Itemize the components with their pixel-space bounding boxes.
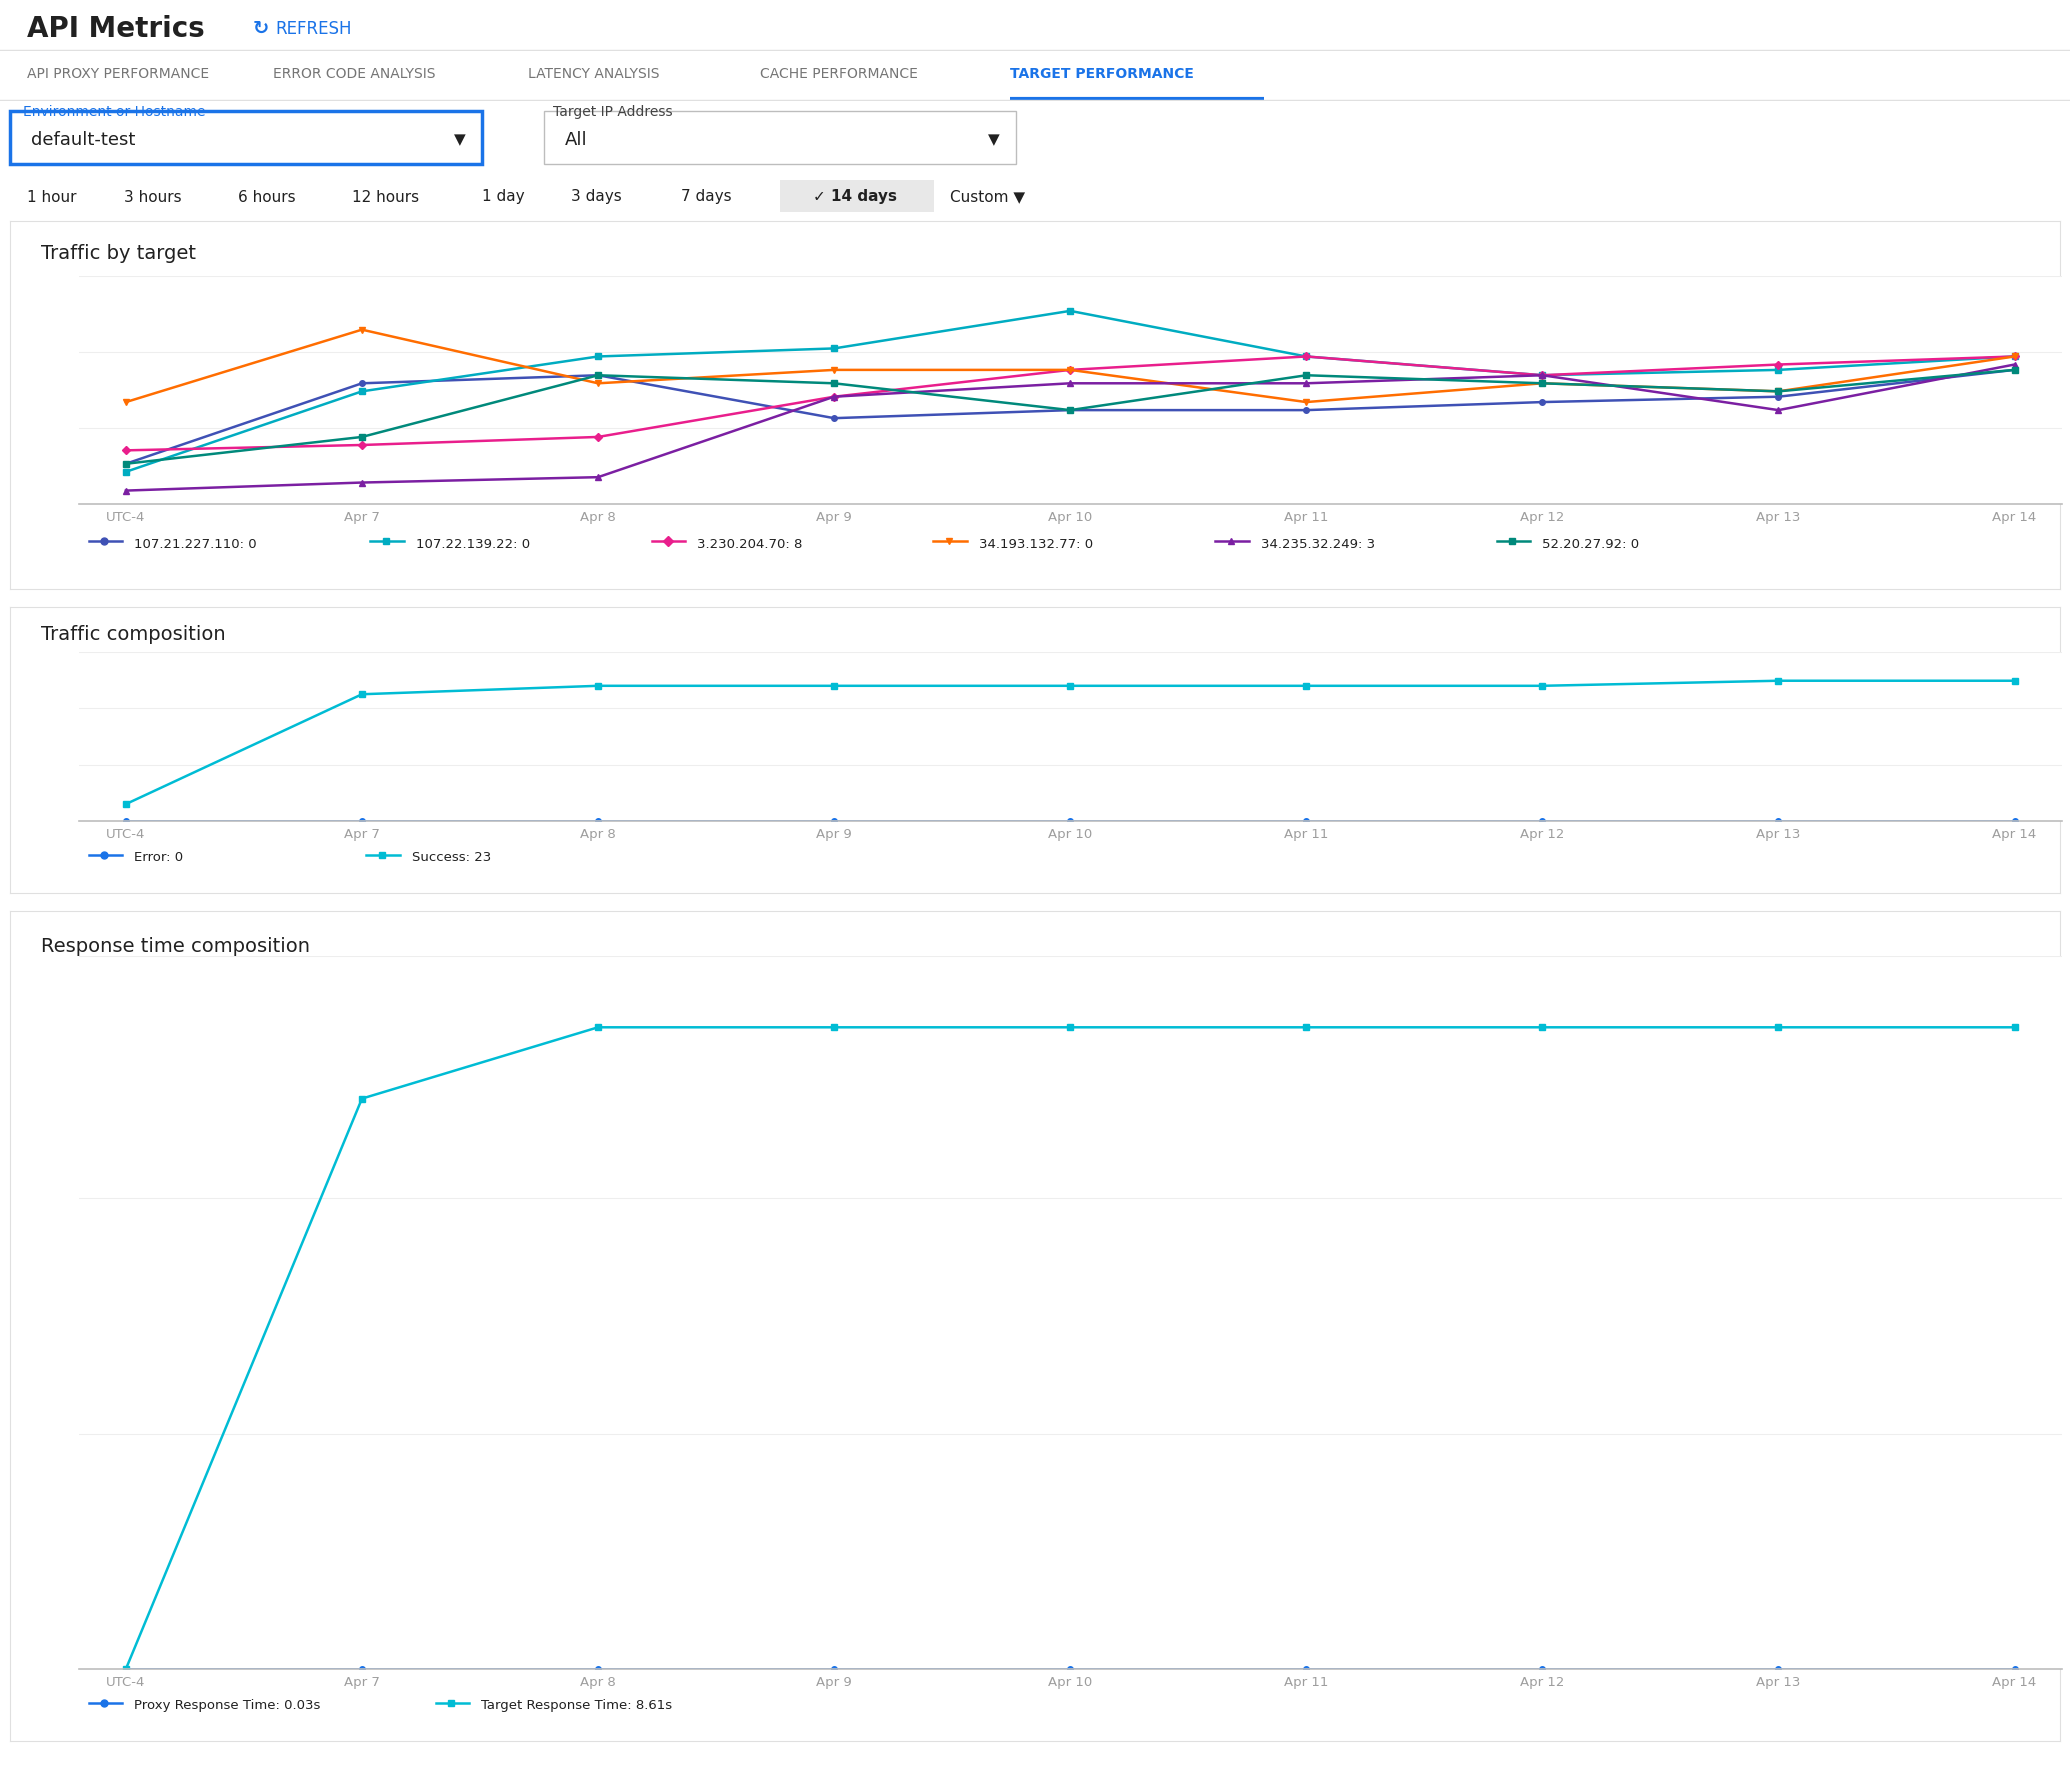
Text: 6 hours: 6 hours: [238, 190, 296, 204]
Text: 1 hour: 1 hour: [27, 190, 77, 204]
Text: Success: 23: Success: 23: [412, 852, 491, 864]
Text: ▼: ▼: [453, 132, 466, 147]
Text: ERROR CODE ANALYSIS: ERROR CODE ANALYSIS: [273, 68, 437, 82]
Text: 107.21.227.110: 0: 107.21.227.110: 0: [135, 538, 257, 551]
Text: ↻: ↻: [253, 20, 269, 38]
Text: ▼: ▼: [987, 132, 1000, 147]
FancyBboxPatch shape: [544, 111, 1016, 165]
Text: LATENCY ANALYSIS: LATENCY ANALYSIS: [528, 68, 660, 82]
Text: 3 hours: 3 hours: [124, 190, 182, 204]
Text: TARGET PERFORMANCE: TARGET PERFORMANCE: [1010, 68, 1194, 82]
Text: default-test: default-test: [31, 131, 135, 148]
Text: Proxy Response Time: 0.03s: Proxy Response Time: 0.03s: [135, 1698, 321, 1712]
Text: 34.235.32.249: 3: 34.235.32.249: 3: [1261, 538, 1374, 551]
Text: 107.22.139.22: 0: 107.22.139.22: 0: [416, 538, 530, 551]
Text: Custom ▼: Custom ▼: [950, 190, 1025, 204]
Text: Response time composition: Response time composition: [41, 936, 310, 955]
Text: Environment or Hostname: Environment or Hostname: [23, 106, 205, 118]
FancyBboxPatch shape: [10, 111, 482, 165]
Text: ✓ 14 days: ✓ 14 days: [814, 190, 896, 204]
Text: Error: 0: Error: 0: [135, 852, 184, 864]
Bar: [780, 181, 934, 213]
Text: Target Response Time: 8.61s: Target Response Time: 8.61s: [480, 1698, 673, 1712]
Text: 34.193.132.77: 0: 34.193.132.77: 0: [979, 538, 1093, 551]
Text: 3 days: 3 days: [571, 190, 623, 204]
Text: 52.20.27.92: 0: 52.20.27.92: 0: [1542, 538, 1639, 551]
Text: API Metrics: API Metrics: [27, 14, 205, 43]
Text: 3.230.204.70: 8: 3.230.204.70: 8: [698, 538, 803, 551]
Text: 7 days: 7 days: [681, 190, 731, 204]
Text: REFRESH: REFRESH: [275, 20, 352, 38]
Text: Traffic composition: Traffic composition: [41, 624, 226, 644]
Text: CACHE PERFORMANCE: CACHE PERFORMANCE: [760, 68, 917, 82]
Text: All: All: [565, 131, 588, 148]
Text: Traffic by target: Traffic by target: [41, 243, 197, 263]
Text: API PROXY PERFORMANCE: API PROXY PERFORMANCE: [27, 68, 209, 82]
Text: Target IP Address: Target IP Address: [553, 106, 673, 118]
Text: 1 day: 1 day: [482, 190, 526, 204]
Text: 12 hours: 12 hours: [352, 190, 418, 204]
